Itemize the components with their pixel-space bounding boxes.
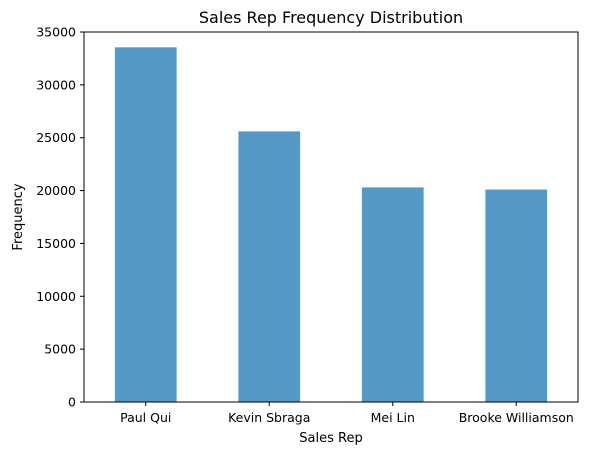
x-axis: Paul Qui Kevin Sbraga Mei Lin Brooke Willia… bbox=[120, 402, 574, 425]
y-tick-label-0: 0 bbox=[68, 395, 76, 410]
x-tick-label-2: Mei Lin bbox=[371, 410, 415, 425]
bar-2 bbox=[361, 187, 424, 402]
y-tick-label-2: 10000 bbox=[36, 289, 76, 304]
x-axis-label: Sales Rep bbox=[299, 431, 362, 446]
bar-0 bbox=[114, 47, 177, 402]
plot-frame bbox=[83, 31, 579, 403]
x-tick-label-1: Kevin Sbraga bbox=[228, 410, 310, 425]
y-tick-label-3: 15000 bbox=[36, 236, 76, 251]
bar-1 bbox=[238, 131, 301, 402]
x-tick-label-0: Paul Qui bbox=[120, 410, 171, 425]
y-tick-label-6: 30000 bbox=[36, 77, 76, 92]
x-tick-label-3: Brooke Williamson bbox=[459, 410, 574, 425]
y-tick-label-7: 35000 bbox=[36, 25, 76, 40]
y-axis: 0 5000 10000 15000 20000 25000 30000 35000 bbox=[36, 25, 84, 410]
y-axis-label: Frequency bbox=[11, 183, 26, 250]
bar-3 bbox=[485, 189, 548, 402]
chart-title: Sales Rep Frequency Distribution bbox=[199, 8, 463, 27]
bars-layer bbox=[114, 47, 548, 402]
y-tick-label-1: 5000 bbox=[44, 342, 76, 357]
y-tick-label-4: 20000 bbox=[36, 183, 76, 198]
y-tick-label-5: 25000 bbox=[36, 130, 76, 145]
